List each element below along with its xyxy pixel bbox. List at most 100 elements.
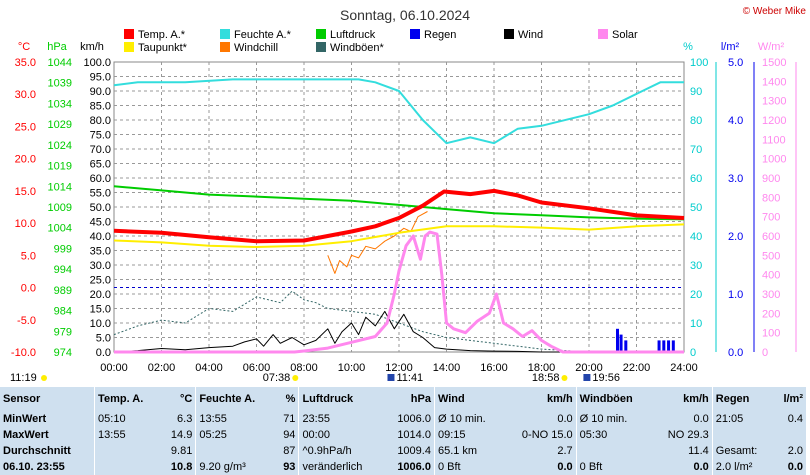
series-regen-bar (619, 334, 623, 352)
sun-moon-markers: 11:19 07:38 11:41 18:58 19:56 (10, 372, 620, 384)
legend-label: Regen (424, 29, 456, 41)
stats-table: Sensor Temp. A. °C Feuchte A.% Luftdruck hPa W… (0, 387, 806, 475)
axis-unit-wind: km/h (80, 41, 104, 53)
tick-label-wind: 25.0 (90, 275, 111, 287)
stats-cell (94, 459, 161, 475)
tick-label-humidity: 10 (690, 318, 702, 330)
stats-cell: 94 (275, 427, 299, 443)
tick-label-wind: 45.0 (90, 217, 111, 229)
stats-cell: 2.0 l/m² (711, 459, 774, 475)
series-regen-bar (662, 340, 666, 352)
stats-cell: Regen (711, 387, 774, 411)
series-feuchte-a (113, 78, 684, 145)
stats-cell: 0.0 (651, 411, 713, 427)
stats-cell: °C (160, 387, 196, 411)
moonset-label: 19:56 (592, 372, 620, 384)
tick-label-humidity: 100 (690, 57, 708, 69)
tick-label-pressure: 1039 (48, 78, 72, 90)
stats-cell: Feuchte A. (195, 387, 276, 411)
tick-label-solar: 300 (762, 289, 780, 301)
stats-cell: 10.8 (160, 459, 196, 475)
tick-label-wind: 15.0 (90, 304, 111, 316)
tick-label-humidity: 90 (690, 86, 702, 98)
series-wind (113, 310, 684, 353)
tick-label-solar: 700 (762, 212, 780, 224)
tick-label-x: 10:00 (338, 362, 366, 374)
tick-label-rain: 3.0 (728, 173, 743, 185)
legend-swatch (124, 29, 134, 39)
tick-label-rain: 0.0 (728, 347, 743, 359)
stats-cell: 6.3 (160, 411, 196, 427)
tick-label-wind: 65.0 (90, 159, 111, 171)
tick-label-x: 14:00 (433, 362, 461, 374)
stats-cell: 05:30 (575, 427, 652, 443)
tick-label-temp: 25.0 (15, 121, 36, 133)
grid (113, 61, 685, 353)
tick-label-x: 06:00 (243, 362, 271, 374)
axes: °C hPa km/h% l/m² W/m² 35.0 30.0 25.0 20.0 15.0 10… (11, 41, 797, 374)
stats-cell: Gesamt: (711, 443, 774, 459)
tick-label-pressure: 1019 (48, 161, 72, 173)
tick-label-pressure: 979 (54, 326, 72, 338)
tick-label-solar: 100 (762, 328, 780, 340)
tick-label-wind: 0.0 (96, 347, 111, 359)
tick-label-wind: 50.0 (90, 202, 111, 214)
legend-swatch (598, 29, 608, 39)
tick-label-wind: 30.0 (90, 260, 111, 272)
tick-label-humidity: 0 (690, 347, 696, 359)
stats-cell: 06.10. 23:55 (0, 459, 95, 475)
stats-cell: 0 Bft (433, 459, 504, 475)
series-regen-bar (624, 340, 628, 352)
stats-cell: MaxWert (0, 427, 95, 443)
tick-label-pressure: 1004 (48, 223, 72, 235)
tick-label-temp: 20.0 (15, 154, 36, 166)
tick-label-x: 00:00 (100, 362, 128, 374)
stats-cell: 9.81 (160, 443, 196, 459)
tick-label-solar: 500 (762, 250, 780, 262)
tick-label-humidity: 40 (690, 231, 702, 243)
moonrise-label: 11:41 (396, 372, 423, 384)
tick-label-wind: 5.0 (96, 333, 111, 345)
stats-cell (575, 443, 652, 459)
stats-cell: 93 (275, 459, 299, 475)
stats-cell: Ø 10 min. (433, 411, 504, 427)
tick-label-rain: 4.0 (728, 115, 743, 127)
stats-cell: 2.7 (503, 443, 577, 459)
stats-cell: Durchschnitt (0, 443, 95, 459)
stats-row: 06.10. 23:55 10.8 9.20 g/m³ 93 veränderlich 1… (0, 459, 806, 475)
stats-cell: 71 (275, 411, 299, 427)
tick-label-x: 22:00 (623, 362, 651, 374)
tick-label-pressure: 1009 (48, 202, 72, 214)
stats-cell: 0.0 (503, 459, 577, 475)
tick-label-wind: 20.0 (90, 289, 111, 301)
stats-cell: 05:25 (195, 427, 276, 443)
tick-label-wind: 10.0 (90, 318, 111, 330)
tick-label-humidity: 20 (690, 289, 702, 301)
stats-cell: Luftdruck (298, 387, 384, 411)
tick-label-wind: 40.0 (90, 231, 111, 243)
tick-label-solar: 1300 (762, 96, 786, 108)
tick-label-temp: 30.0 (15, 89, 36, 101)
tick-label-temp: -5.0 (17, 315, 36, 327)
stats-row: MinWert 05:10 6.3 13:55 71 23:55 1006.0 Ø 10 mi… (0, 411, 806, 427)
tick-label-pressure: 1024 (48, 140, 72, 152)
tick-label-pressure: 1044 (48, 57, 72, 69)
stats-cell (773, 427, 806, 443)
legend-label: Solar (612, 29, 638, 41)
stats-cell: 1006.0 (383, 459, 435, 475)
series-taupunkt (113, 223, 685, 248)
series-windb-en (113, 290, 684, 353)
tick-label-solar: 1000 (762, 154, 786, 166)
tick-label-solar: 1500 (762, 57, 786, 69)
stats-cell: NO 29.3 (651, 427, 713, 443)
stats-cell: % (275, 387, 299, 411)
tick-label-wind: 70.0 (90, 144, 111, 156)
stats-cell: 0.0 (651, 459, 713, 475)
tick-label-wind: 90.0 (90, 86, 111, 98)
tick-label-rain: 1.0 (728, 289, 743, 301)
stats-cell: Windböen (575, 387, 652, 411)
tick-label-solar: 400 (762, 270, 780, 282)
tick-label-wind: 85.0 (90, 101, 111, 113)
stats-cell: 2.0 (773, 443, 806, 459)
axis-unit-solar: W/m² (758, 41, 785, 53)
